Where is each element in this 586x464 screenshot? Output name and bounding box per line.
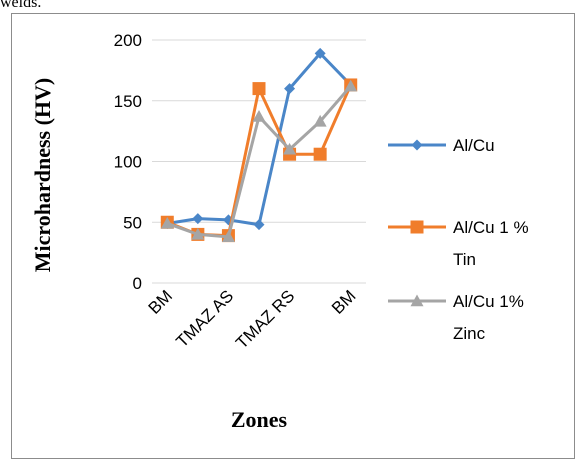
x-tick-label: BM [328, 286, 359, 317]
data-point [344, 79, 358, 92]
data-point [253, 219, 265, 231]
data-point [314, 47, 326, 59]
y-tick-label: 50 [123, 213, 142, 232]
legend-label: Al/Cu 1% Zinc [453, 292, 524, 343]
legend-marker [411, 139, 423, 151]
data-point [192, 213, 204, 225]
data-point [191, 227, 205, 240]
legend-marker [410, 220, 424, 234]
y-tick-label: 0 [133, 274, 142, 293]
x-tick-label: TMAZ RS [232, 286, 298, 352]
data-point [160, 216, 174, 229]
legend-label: Al/Cu 1 % Tin [453, 218, 529, 269]
series-line-1 [167, 51, 352, 227]
x-axis-title: Zones [231, 407, 288, 432]
y-tick-label: 100 [114, 153, 142, 172]
figure-caption: welds. [0, 0, 42, 11]
y-axis-title: Microhardness (HV) [30, 78, 55, 273]
legend-label: Al/Cu [453, 136, 495, 155]
data-point [313, 114, 327, 127]
x-tick-label: BM [145, 286, 176, 317]
data-point [252, 82, 266, 96]
data-point [313, 147, 327, 161]
y-tick-label: 200 [114, 31, 142, 50]
legend-marker [410, 294, 424, 307]
data-point [284, 83, 296, 95]
data-point [283, 142, 297, 155]
y-tick-label: 150 [114, 92, 142, 111]
x-tick-label: TMAZ AS [172, 286, 237, 351]
data-point [221, 230, 235, 243]
data-point [252, 110, 266, 122]
